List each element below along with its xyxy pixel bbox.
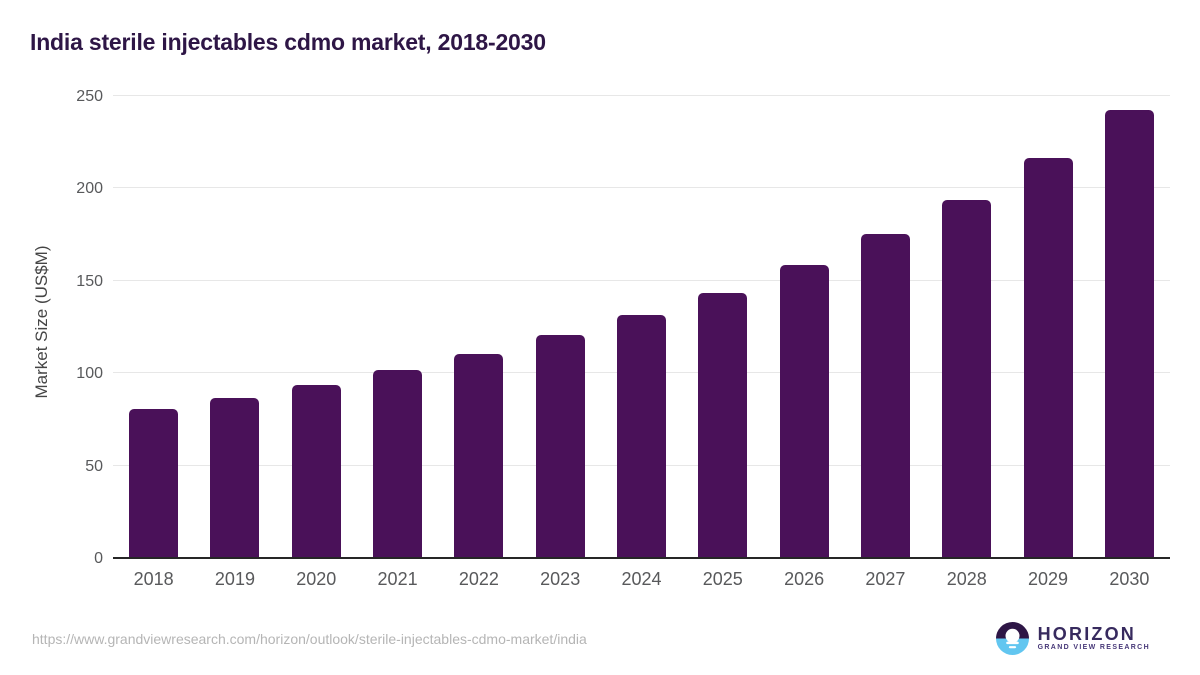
bar-2020 [291, 385, 341, 557]
bar-2030 [1104, 109, 1154, 557]
y-tick-250: 250 [76, 88, 103, 105]
y-tick-200: 200 [76, 180, 103, 198]
plot-area [113, 95, 1170, 559]
y-tick-150: 150 [76, 272, 103, 290]
y-tick-100: 100 [76, 365, 103, 383]
x-axis-tick-labels: 2018 2019 2020 2021 2022 2023 2024 2025 2026 2027… [113, 569, 1170, 595]
x-label-2025: 2025 [702, 569, 743, 589]
x-label-2018: 2018 [133, 569, 174, 589]
bar-2025 [698, 292, 748, 557]
gridline-150 [113, 279, 1170, 281]
x-label-2022: 2022 [458, 569, 499, 589]
bar-2021 [373, 370, 423, 557]
x-label-2027: 2027 [865, 569, 906, 589]
gridline-200 [113, 187, 1170, 189]
gridline-250 [113, 95, 1170, 96]
x-label-2019: 2019 [214, 569, 255, 589]
source-url: https://www.grandviewresearch.com/horizo… [32, 631, 587, 647]
horizon-sun-icon [995, 621, 1029, 655]
y-tick-50: 50 [85, 457, 103, 475]
bar-2026 [779, 265, 829, 557]
bar-2023 [535, 335, 585, 557]
bar-2022 [454, 353, 504, 557]
bar-2019 [210, 398, 260, 557]
bar-2018 [129, 409, 179, 557]
page-title: India sterile injectables cdmo market, 2… [30, 29, 546, 55]
x-label-2023: 2023 [540, 569, 581, 589]
y-tick-0: 0 [94, 550, 103, 567]
x-label-2026: 2026 [784, 569, 825, 589]
x-label-2021: 2021 [377, 569, 418, 589]
bar-2028 [942, 200, 992, 557]
bar-2027 [860, 233, 910, 557]
logo-wordmark: HORIZON GRAND VIEW RESEARCH [1038, 625, 1150, 652]
x-label-2028: 2028 [946, 569, 987, 589]
x-label-2029: 2029 [1028, 569, 1069, 589]
y-axis-tick-labels: 0 50 100 150 200 250 [0, 0, 103, 675]
x-label-2024: 2024 [621, 569, 662, 589]
logo-sub-brand: GRAND VIEW RESEARCH [1037, 643, 1150, 651]
bar-2029 [1023, 157, 1073, 557]
x-label-2030: 2030 [1109, 569, 1150, 589]
logo-brand: HORIZON [1037, 623, 1137, 644]
horizon-logo: HORIZON GRAND VIEW RESEARCH [995, 621, 1150, 655]
bar-2024 [617, 314, 666, 557]
x-label-2020: 2020 [296, 569, 337, 589]
